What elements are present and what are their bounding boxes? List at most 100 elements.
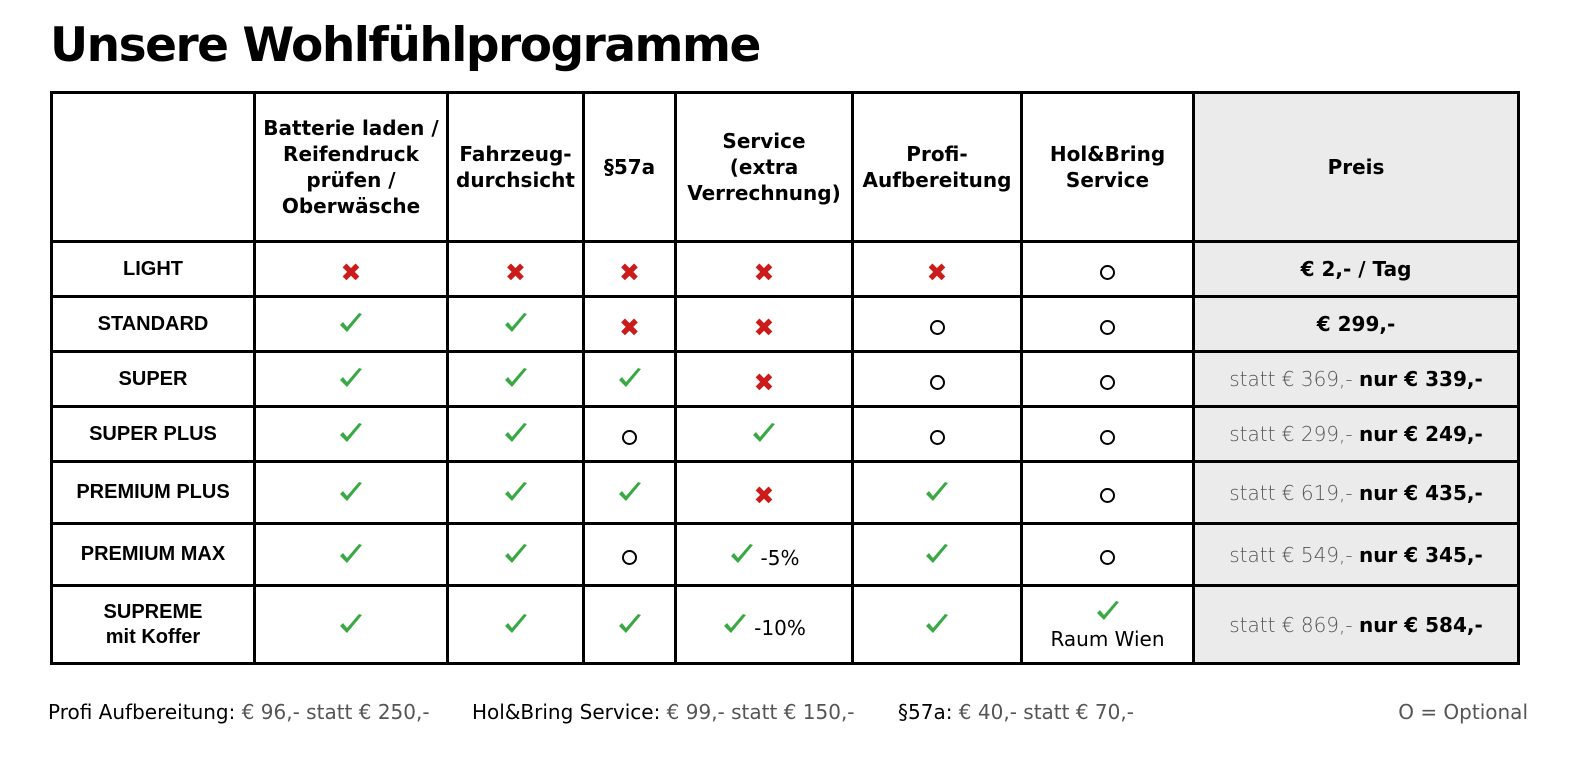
- table-row: SUPER ✖ statt € 369,- nur € 339,-: [50, 350, 1520, 408]
- checkmark-icon: [503, 480, 529, 506]
- feature-inner: [449, 366, 582, 392]
- column-header: Profi- Aufbereitung: [851, 91, 1023, 243]
- feature-cell: [851, 584, 1023, 665]
- price-old: statt € 619,-: [1229, 480, 1359, 505]
- feature-extra-text: -10%: [754, 615, 806, 640]
- feature-inner: [256, 612, 446, 638]
- price-old: statt € 369,-: [1229, 367, 1359, 391]
- table-row: PREMIUM PLUS ✖ statt € 619,- nur € 435,-: [50, 460, 1520, 525]
- feature-cell: [1020, 240, 1195, 298]
- feature-inner: ✖: [449, 254, 582, 285]
- footer-holbring-value: € 99,- statt € 150,-: [660, 700, 855, 724]
- feature-cell: -10%: [674, 584, 854, 665]
- optional-circle-icon: [1100, 319, 1115, 335]
- page-title: Unsere Wohlfühlprogramme: [50, 18, 761, 73]
- footer-57a-label: §57a:: [898, 700, 953, 724]
- footer-holbring-note: Hol&Bring Service: € 99,- statt € 150,-: [472, 700, 855, 724]
- program-name: LIGHT: [50, 240, 256, 298]
- programs-table: Batterie laden / Reifendruck prüfen / Ob…: [50, 91, 1520, 665]
- feature-inner: [854, 480, 1020, 506]
- feature-inner: [854, 369, 1020, 390]
- cross-icon: ✖: [753, 257, 775, 287]
- feature-inner: [1023, 369, 1192, 390]
- price-old: statt € 869,-: [1229, 612, 1359, 637]
- feature-cell: [582, 584, 677, 665]
- price-new: nur € 345,-: [1358, 542, 1483, 567]
- feature-extra-text: Raum Wien: [1050, 626, 1165, 651]
- optional-circle-icon: [1100, 374, 1115, 390]
- feature-cell: [253, 405, 449, 463]
- feature-inner: [677, 421, 851, 447]
- feature-cell: ✖: [253, 240, 449, 298]
- feature-inner: [449, 612, 582, 638]
- feature-cell: ✖: [582, 295, 677, 353]
- checkmark-icon: [924, 612, 950, 638]
- cross-icon: ✖: [619, 257, 640, 287]
- footer-profi-value: € 96,- statt € 250,-: [235, 700, 430, 724]
- checkmark-icon: [503, 366, 529, 392]
- cross-icon: ✖: [340, 257, 362, 287]
- optional-legend-text: O = Optional: [1398, 700, 1528, 724]
- feature-inner: [854, 612, 1020, 638]
- program-name: STANDARD: [50, 295, 256, 353]
- feature-inner: [256, 542, 446, 568]
- checkmark-icon: [338, 612, 364, 638]
- column-header: Batterie laden / Reifendruck prüfen / Ob…: [253, 91, 449, 243]
- price-cell: statt € 549,- nur € 345,-: [1192, 522, 1520, 587]
- checkmark-icon: [617, 366, 643, 392]
- feature-cell: [851, 522, 1023, 587]
- footer-57a-note: §57a: € 40,- statt € 70,-: [898, 700, 1134, 724]
- feature-inner: [449, 421, 582, 447]
- feature-cell: [851, 460, 1023, 525]
- feature-inner: -10%: [677, 610, 851, 640]
- cross-icon: ✖: [753, 312, 775, 342]
- footer-optional-legend: O = Optional: [1398, 700, 1528, 724]
- feature-inner: [449, 480, 582, 506]
- program-name: SUPER: [50, 350, 256, 408]
- table-row: STANDARD ✖ ✖ € 299,-: [50, 295, 1520, 353]
- footer-57a-value: € 40,- statt € 70,-: [952, 700, 1134, 724]
- cross-icon: ✖: [926, 257, 948, 287]
- feature-inner: [585, 424, 674, 445]
- feature-cell: [1020, 350, 1195, 408]
- price-cell: € 299,-: [1192, 295, 1520, 353]
- feature-cell: [446, 405, 585, 463]
- feature-cell: [582, 350, 677, 408]
- table-row: SUPER PLUS statt € 299,- nur € 249,-: [50, 405, 1520, 463]
- checkmark-icon: [338, 480, 364, 506]
- feature-cell: [1020, 405, 1195, 463]
- optional-circle-icon: [929, 429, 945, 445]
- price-new: nur € 435,-: [1358, 480, 1483, 505]
- checkmark-icon: [503, 421, 529, 447]
- header-price: Preis: [1192, 91, 1520, 243]
- feature-inner: [585, 544, 674, 565]
- feature-inner: [585, 366, 674, 392]
- feature-cell: [1020, 460, 1195, 525]
- checkmark-icon: [503, 311, 529, 337]
- cross-icon: ✖: [505, 257, 526, 287]
- optional-circle-icon: [622, 429, 637, 445]
- feature-inner: [256, 421, 446, 447]
- feature-cell: [582, 405, 677, 463]
- cross-icon: ✖: [753, 481, 775, 510]
- feature-cell: [253, 350, 449, 408]
- footer-profi-note: Profi Aufbereitung: € 96,- statt € 250,-: [48, 700, 430, 724]
- checkmark-icon: [503, 612, 529, 638]
- feature-cell: ✖: [446, 240, 585, 298]
- feature-cell: [851, 405, 1023, 463]
- column-header: Service (extra Verrechnung): [674, 91, 854, 243]
- price-value: € 2,- / Tag: [1300, 257, 1412, 281]
- cross-icon: ✖: [753, 367, 775, 397]
- optional-circle-icon: [1100, 264, 1115, 280]
- optional-circle-icon: [622, 550, 637, 565]
- cross-icon: ✖: [619, 312, 640, 342]
- feature-cell: ✖: [674, 350, 854, 408]
- header-empty-cell: [50, 91, 256, 243]
- program-name: SUPREME mit Koffer: [50, 584, 256, 665]
- feature-cell: [1020, 295, 1195, 353]
- feature-inner: -5%: [677, 540, 851, 570]
- feature-cell: [674, 405, 854, 463]
- feature-inner: [585, 612, 674, 638]
- feature-cell: ✖: [674, 295, 854, 353]
- price-cell: statt € 619,- nur € 435,-: [1192, 460, 1520, 525]
